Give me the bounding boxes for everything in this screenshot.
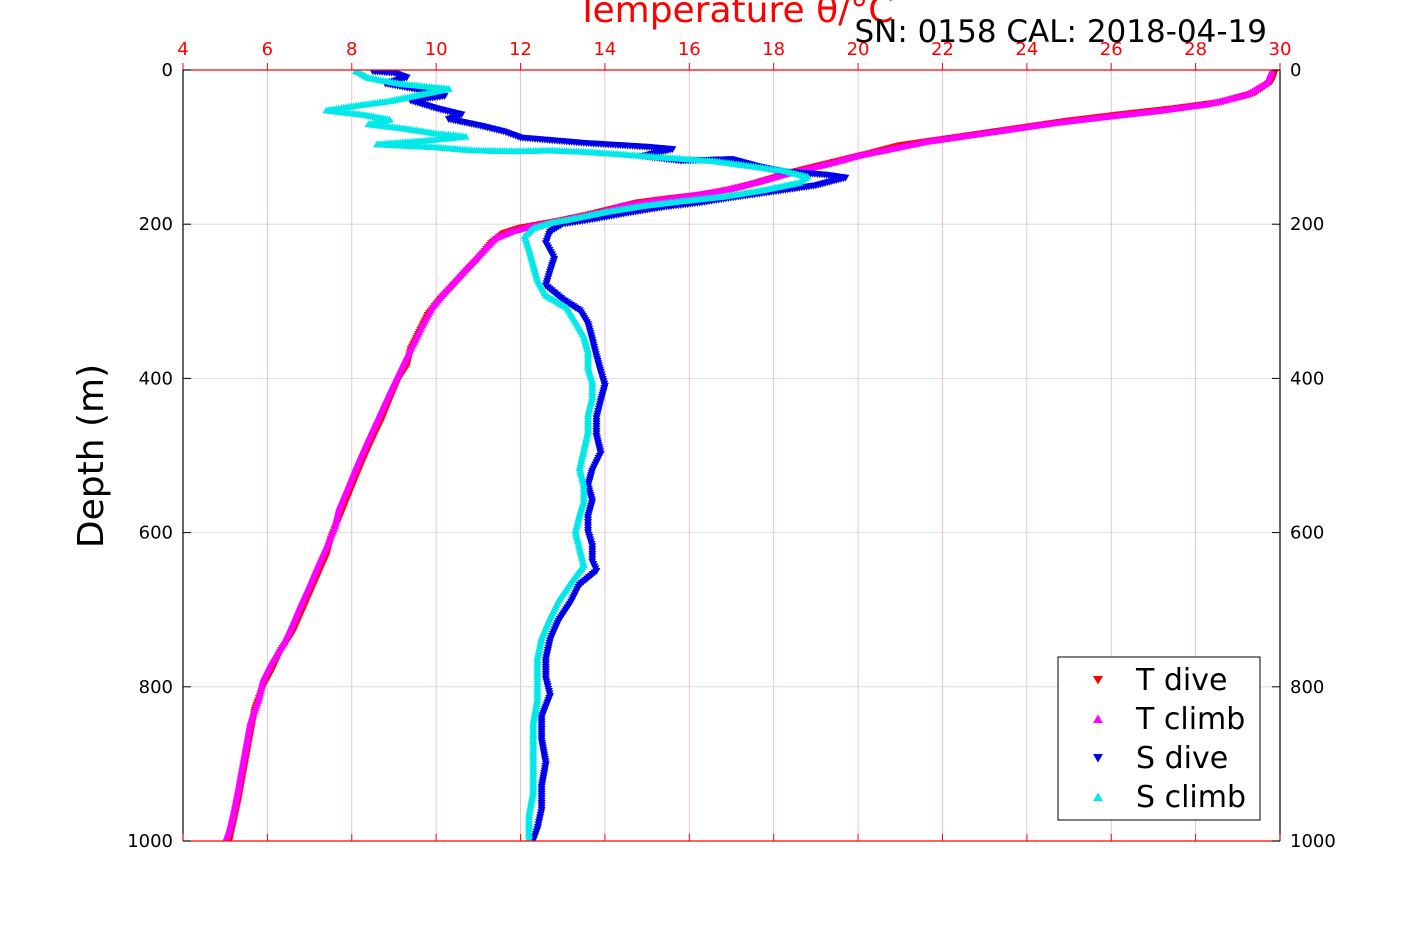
y-tick-label-right: 800 (1290, 677, 1324, 698)
legend-marker (1093, 792, 1103, 801)
x-tick-label: 16 (678, 39, 701, 60)
x-tick-label: 8 (346, 39, 357, 60)
legend-label: T climb (1135, 702, 1245, 737)
y-tick-label-left: 1000 (127, 831, 173, 852)
serial-calibration-annotation: SN: 0158 CAL: 2018-04-19 (855, 14, 1268, 50)
data-point (526, 837, 532, 841)
legend-marker (1093, 754, 1103, 763)
legend-label: S climb (1136, 780, 1246, 815)
legend: T dive T climb S dive S climb (1057, 656, 1261, 821)
legend-label: S dive (1136, 741, 1228, 776)
y-tick-label-right: 1000 (1290, 831, 1336, 852)
y-tick-label-right: 600 (1290, 523, 1324, 544)
y-axis-label: Depth (m) (71, 364, 112, 548)
legend-label: T dive (1135, 663, 1227, 698)
x-tick-label: 6 (262, 39, 273, 60)
series-t-climb (222, 70, 1276, 841)
x-tick-label: 24 (1015, 39, 1038, 60)
legend-marker (1093, 714, 1103, 723)
x-tick-label: 14 (593, 39, 616, 60)
x-tick-label: 22 (931, 39, 954, 60)
axes (182, 69, 1281, 842)
chart-title: Temperature θ/°C (576, 0, 894, 31)
x-tick-label: 4 (177, 39, 188, 60)
x-tick-label: 18 (762, 39, 785, 60)
y-tick-label-right: 0 (1290, 60, 1301, 81)
x-tick-label: 28 (1184, 39, 1207, 60)
y-tick-label-left: 0 (162, 60, 173, 81)
legend-box (1057, 656, 1261, 821)
y-tick-label-right: 400 (1290, 368, 1324, 389)
series-s-climb (322, 70, 812, 841)
data-point (223, 837, 228, 841)
x-tick-label: 12 (509, 39, 532, 60)
y-tick-label-left: 200 (139, 214, 173, 235)
y-tick-label-right: 200 (1290, 214, 1324, 235)
x-tick-label: 20 (847, 39, 870, 60)
legend-marker (1093, 676, 1103, 685)
x-tick-label: 26 (1100, 39, 1123, 60)
data-series (222, 70, 1279, 841)
y-tick-label-left: 800 (139, 677, 173, 698)
x-tick-label: 10 (425, 39, 448, 60)
y-tick-label-left: 400 (139, 368, 173, 389)
x-tick-label: 30 (1269, 39, 1292, 60)
y-tick-label-left: 600 (139, 523, 173, 544)
